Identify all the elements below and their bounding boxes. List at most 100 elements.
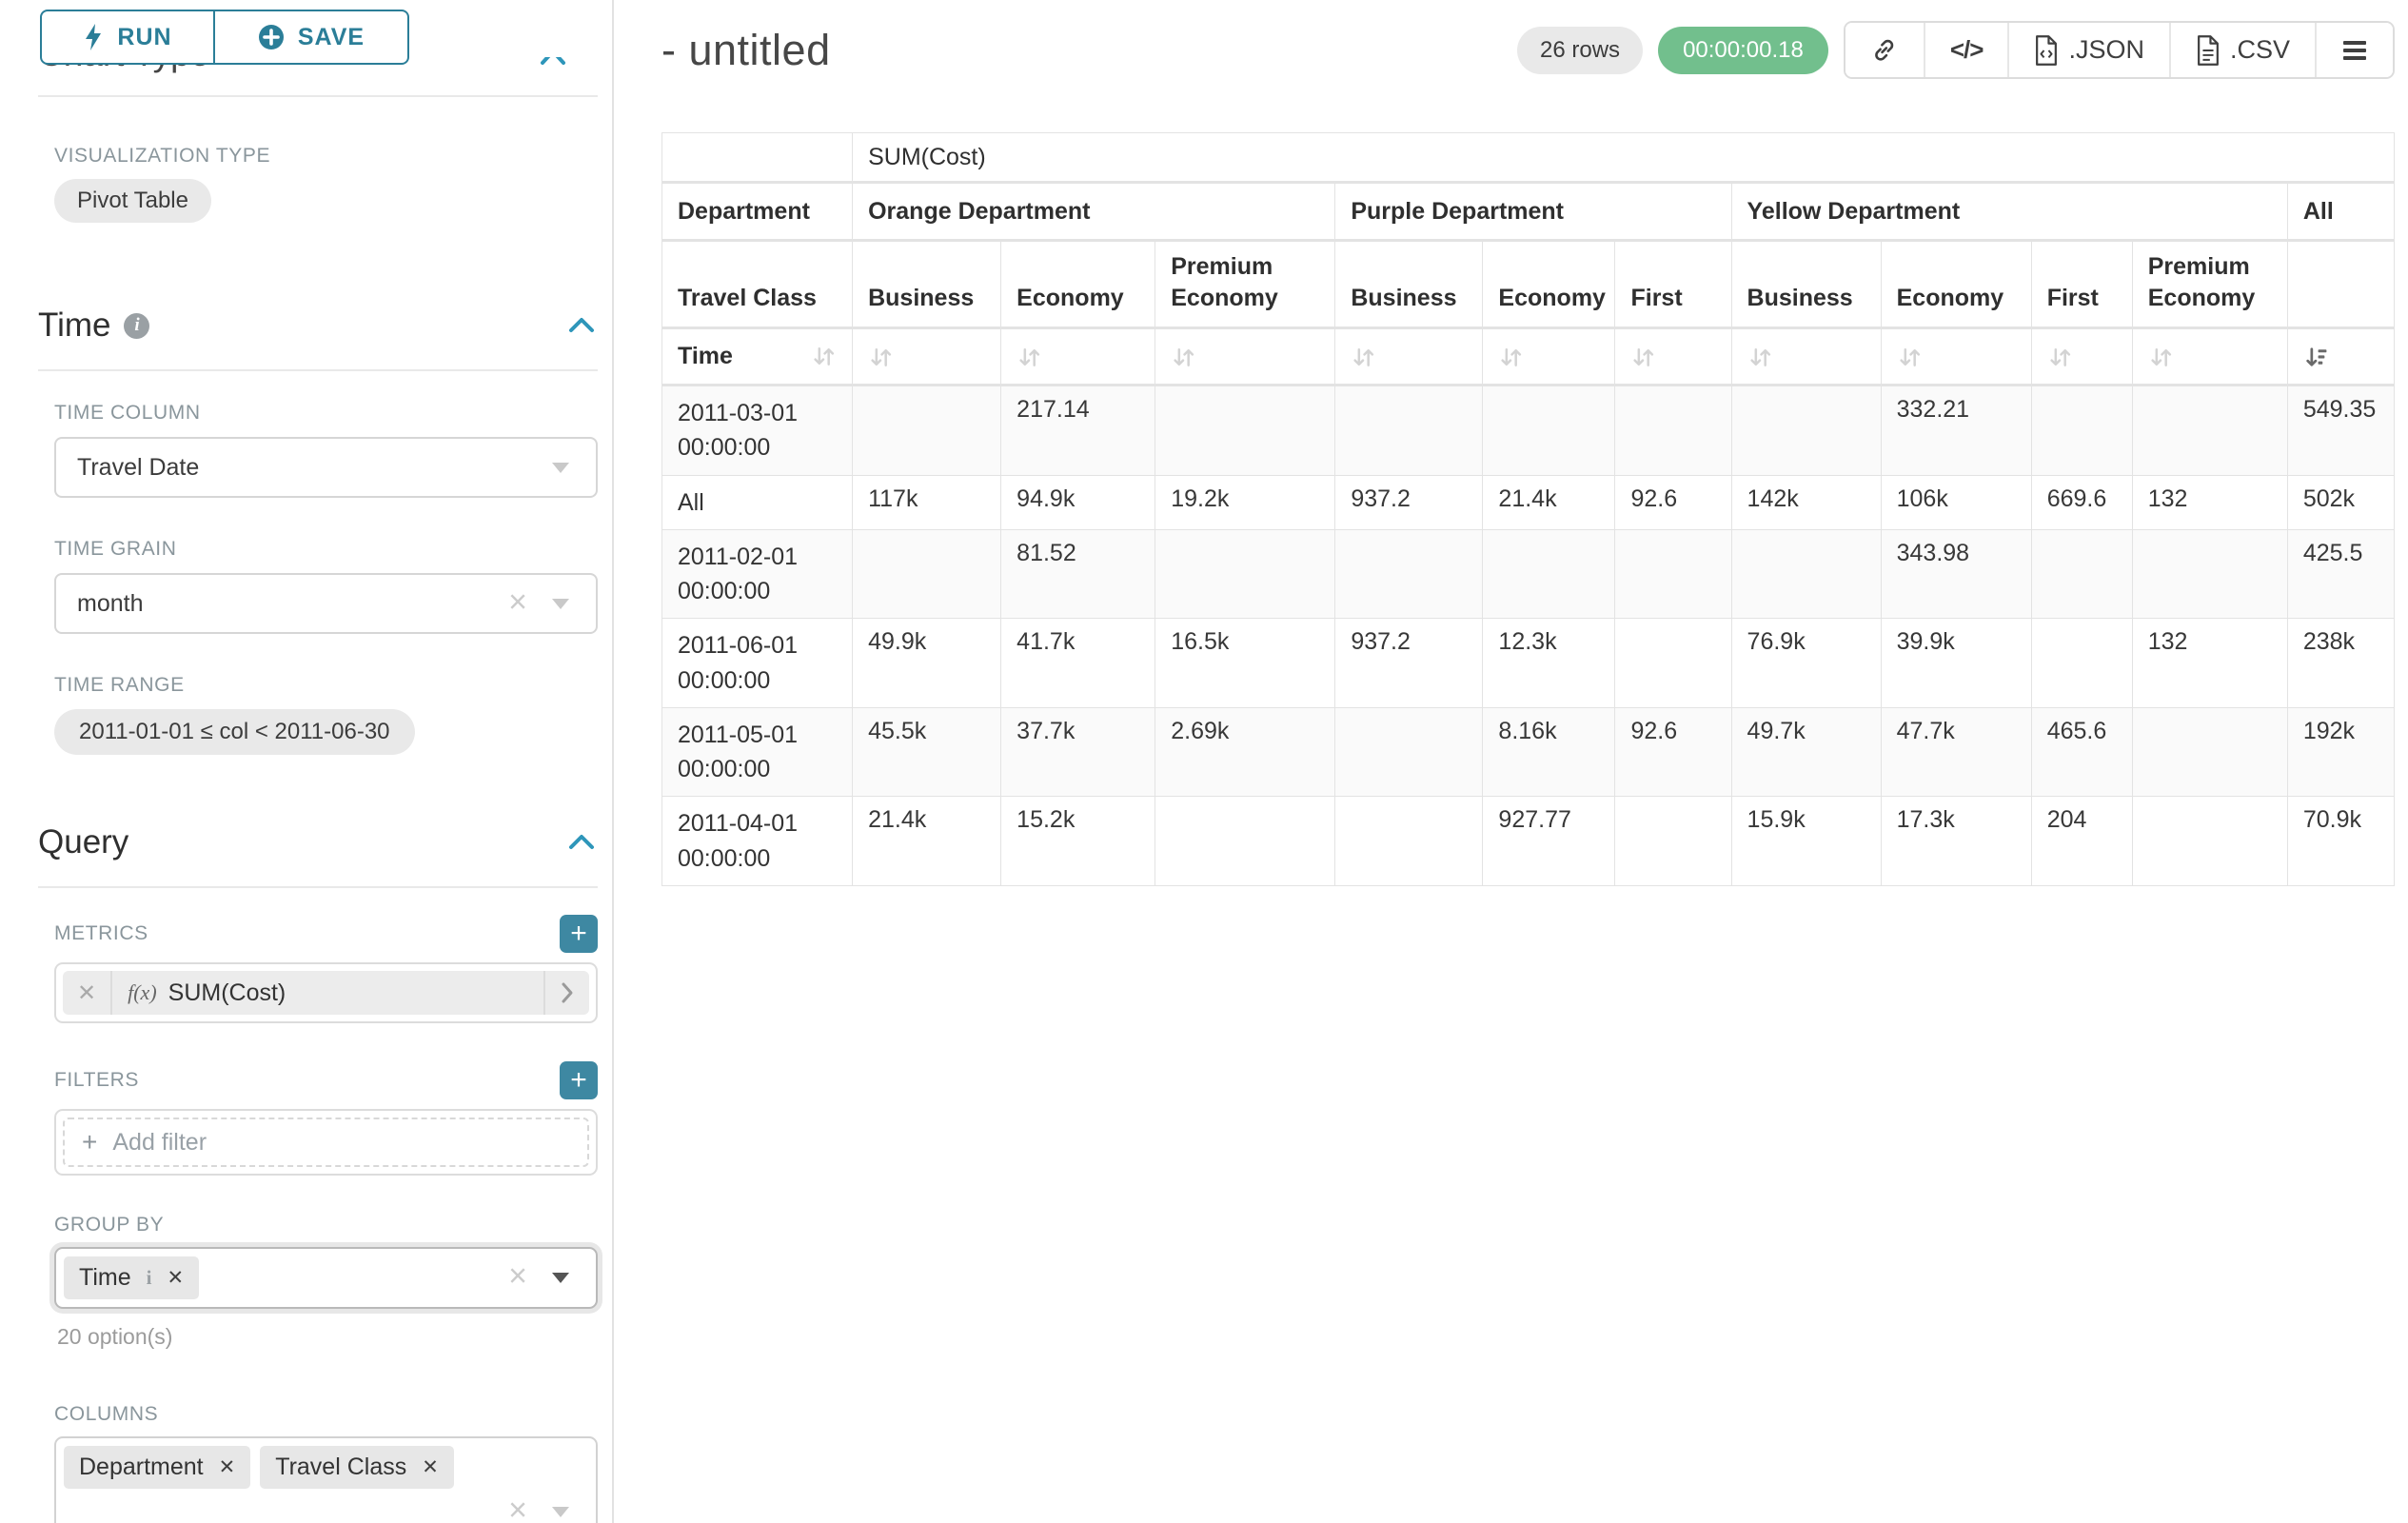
add-metric-button[interactable]: + [560, 915, 598, 953]
pivot-value-cell [1334, 796, 1484, 886]
caret-down-icon[interactable] [552, 1507, 569, 1517]
column-sort-header[interactable] [1000, 327, 1156, 386]
remove-tag-icon[interactable]: ✕ [167, 1267, 185, 1289]
travel-class-header: Business [852, 240, 1002, 329]
divider [38, 886, 598, 888]
time-sort-header[interactable]: Time [661, 327, 854, 386]
run-save-toolbar: RUN SAVE [40, 10, 409, 65]
menu-button[interactable] [2317, 23, 2393, 77]
clear-x-icon[interactable]: × [508, 1257, 527, 1295]
pivot-value-cell: 204 [2030, 796, 2133, 886]
save-button-label: SAVE [297, 23, 365, 50]
export-toolbar: </> .JSON .CSV [1843, 21, 2395, 79]
pivot-value-cell: 937.2 [1334, 618, 1484, 708]
chevron-up-icon[interactable] [565, 315, 598, 336]
dimension-tag[interactable]: Department ✕ [64, 1446, 251, 1489]
time-column-label: TIME COLUMN [54, 402, 201, 424]
chevron-right-icon[interactable] [543, 971, 589, 1015]
row-header-cell: All [661, 474, 854, 530]
pivot-value-cell: 92.6 [1614, 706, 1732, 798]
metrics-label: METRICS [54, 922, 148, 944]
pivot-value-cell: 15.9k [1730, 796, 1882, 886]
pivot-value-cell: 12.3k [1482, 618, 1616, 708]
visualization-type-pill[interactable]: Pivot Table [54, 179, 211, 223]
remove-metric-icon[interactable]: ✕ [63, 971, 113, 1015]
column-sort-header[interactable] [1482, 327, 1616, 386]
column-sort-header[interactable] [852, 327, 1002, 386]
time-column-select[interactable]: Travel Date [54, 437, 598, 498]
column-sort-header[interactable] [1730, 327, 1882, 386]
column-sort-header[interactable] [2286, 327, 2396, 386]
clear-x-icon[interactable]: × [508, 1492, 527, 1523]
export-csv-button[interactable]: .CSV [2170, 23, 2317, 77]
pivot-value-cell: 332.21 [1880, 385, 2032, 476]
chart-panel: - untitled 26 rows 00:00:00.18 </> [614, 0, 2408, 1523]
caret-down-icon [552, 463, 569, 473]
pivot-value-cell [1614, 528, 1732, 620]
function-icon: f(x) [128, 980, 157, 1004]
pivot-value-cell: 669.6 [2030, 474, 2133, 530]
visualization-type-label: VISUALIZATION TYPE [54, 145, 271, 167]
pivot-value-cell: 81.52 [1000, 528, 1156, 620]
time-grain-select[interactable]: month × [54, 573, 598, 634]
pivot-value-cell [2030, 618, 2133, 708]
pivot-value-cell [1614, 618, 1732, 708]
chevron-up-icon[interactable] [565, 832, 598, 853]
row-header-cell: 2011-04-01 00:00:00 [661, 796, 854, 886]
group-by-select[interactable]: Time i ✕ × [54, 1247, 598, 1309]
clear-x-icon[interactable]: × [508, 583, 527, 621]
column-sort-header[interactable] [1614, 327, 1732, 386]
pivot-value-cell: 8.16k [1482, 706, 1616, 798]
pivot-table: SUM(Cost) Department Orange Department Purp… [661, 132, 2396, 886]
pivot-value-cell: 217.14 [1000, 385, 1156, 476]
copy-link-button[interactable] [1845, 23, 1925, 77]
column-sort-header[interactable] [2131, 327, 2288, 386]
tag-label: Travel Class [275, 1454, 407, 1480]
pivot-value-cell: 94.9k [1000, 474, 1156, 530]
travel-class-header [2286, 240, 2396, 329]
pivot-value-cell: 21.4k [1482, 474, 1616, 530]
remove-tag-icon[interactable]: ✕ [422, 1456, 439, 1478]
group-by-label: GROUP BY [54, 1214, 165, 1236]
dimension-tag[interactable]: Time i ✕ [64, 1256, 200, 1299]
query-section-header[interactable]: Query [38, 823, 598, 861]
time-section-header[interactable]: Time i [38, 307, 598, 345]
department-group-header: All [2286, 182, 2396, 242]
time-grain-label: TIME GRAIN [54, 538, 177, 560]
column-sort-header[interactable] [1334, 327, 1484, 386]
dimension-tag[interactable]: Travel Class ✕ [260, 1446, 454, 1489]
add-filter-button[interactable]: + Add filter [63, 1118, 589, 1167]
pivot-value-cell: 49.9k [852, 618, 1002, 708]
save-button[interactable]: SAVE [215, 10, 409, 65]
control-panel-sidebar: Chart Type RUN SAVE VISUALIZATION TYPE P… [0, 0, 614, 1523]
pivot-row: 2011-04-01 00:00:00 21.4k 15.2k 927.77 15.9k… [661, 796, 2396, 886]
run-button-label: RUN [117, 23, 172, 50]
pivot-value-cell: 45.5k [852, 706, 1002, 798]
pivot-value-cell [1482, 528, 1616, 620]
embed-code-button[interactable]: </> [1924, 23, 2010, 77]
pivot-value-cell [1155, 385, 1336, 476]
column-sort-header[interactable] [1880, 327, 2032, 386]
travel-class-dimension-label: Travel Class [661, 240, 854, 329]
sort-up-down-icon [2151, 347, 2171, 366]
pivot-value-cell: 19.2k [1155, 474, 1336, 530]
export-json-button[interactable]: .JSON [2009, 23, 2171, 77]
travel-class-header: Economy [1880, 240, 2032, 329]
columns-select[interactable]: Department ✕ Travel Class ✕ × [54, 1436, 598, 1523]
metric-pill[interactable]: ✕ f(x) SUM(Cost) [63, 971, 589, 1015]
pivot-value-cell: 502k [2286, 474, 2396, 530]
pivot-value-cell: 92.6 [1614, 474, 1732, 530]
run-button[interactable]: RUN [40, 10, 215, 65]
pivot-row: All 117k 94.9k 19.2k 937.2 21.4k 92.6 142k 106k 6… [661, 474, 2396, 530]
caret-down-icon[interactable] [552, 1273, 569, 1283]
remove-tag-icon[interactable]: ✕ [218, 1456, 236, 1478]
column-sort-header[interactable] [1155, 327, 1336, 386]
chart-header: - untitled 26 rows 00:00:00.18 </> [661, 21, 2395, 79]
time-range-pill[interactable]: 2011-01-01 ≤ col < 2011-06-30 [54, 709, 415, 755]
pivot-value-cell: 549.35 [2286, 385, 2396, 476]
add-filter-plus-button[interactable]: + [560, 1061, 598, 1099]
column-sort-header[interactable] [2030, 327, 2133, 386]
export-csv-label: .CSV [2229, 35, 2290, 64]
time-grain-value: month [77, 589, 144, 617]
chart-title[interactable]: - untitled [661, 25, 831, 74]
